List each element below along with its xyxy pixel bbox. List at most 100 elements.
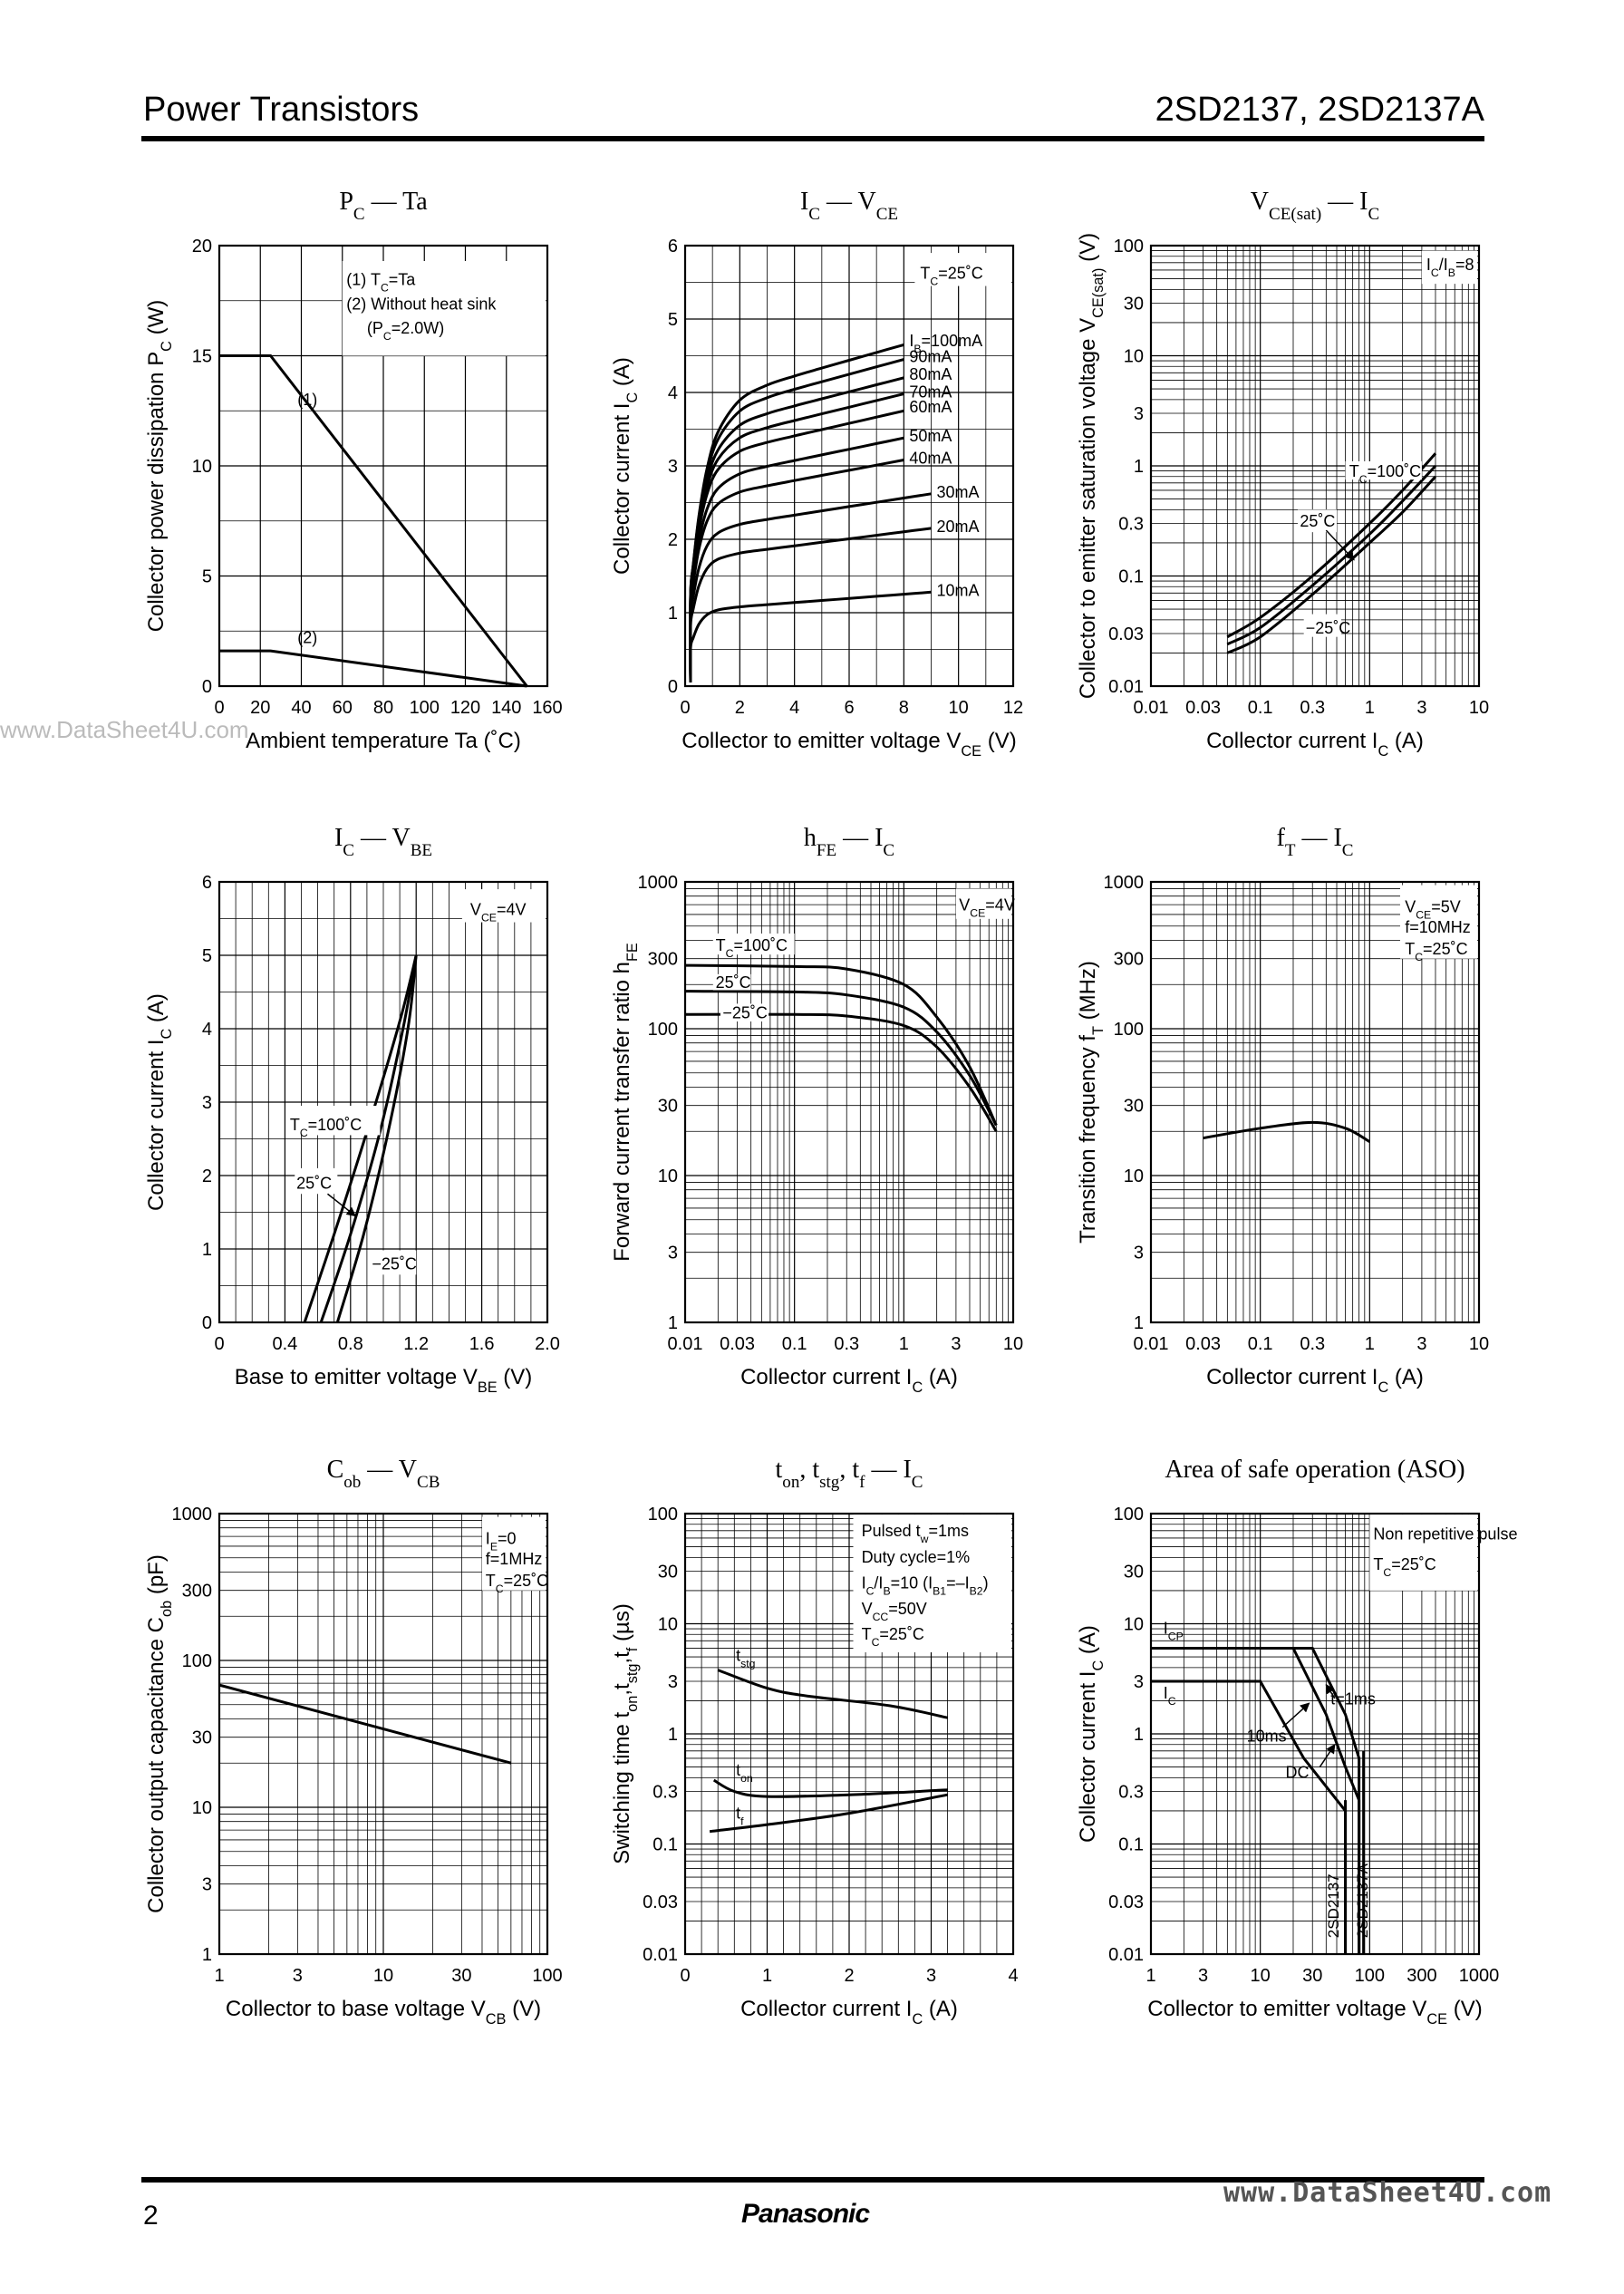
chart-title: Cob — VCB xyxy=(327,1456,440,1492)
x-tick-label: 100 xyxy=(532,1966,562,1986)
series-line-8 xyxy=(689,492,932,683)
series-label: 60mA xyxy=(909,398,952,416)
series-line-3 xyxy=(1151,1679,1348,1954)
x-tick-label: 100 xyxy=(410,698,440,718)
chart-panel-3: 0.01 0.03 0.1 0.3 1 3 10 0.01 0.03 0.1 0.3 1 3 10 30 10… xyxy=(1076,188,1489,760)
y-tick-label: 100 xyxy=(182,1651,212,1671)
series-line-2 xyxy=(689,358,904,683)
y-tick-label: 100 xyxy=(648,1505,678,1524)
series-label: 25˚C xyxy=(1300,512,1335,530)
y-tick-label: 1000 xyxy=(172,1505,213,1524)
y-tick-label: 100 xyxy=(1114,1505,1144,1524)
x-tick-label: 0.01 xyxy=(1134,1334,1169,1354)
y-axis-label: Transition frequency fT (MHz) xyxy=(1076,961,1107,1244)
label-arrow xyxy=(1281,1702,1310,1728)
series-line-2 xyxy=(219,649,527,688)
chart-title: ton, tstg, tf — IC xyxy=(776,1456,923,1492)
series-label: 25˚C xyxy=(296,1175,332,1193)
x-tick-label: 0.3 xyxy=(834,1334,859,1354)
y-tick-label: 2 xyxy=(668,530,678,550)
x-tick-label: 0 xyxy=(680,698,690,718)
header-title: Power Transistors xyxy=(143,91,420,129)
y-tick-label: 30 xyxy=(658,1563,678,1583)
y-tick-label: 10 xyxy=(1124,347,1144,367)
y-tick-label: 4 xyxy=(668,383,678,403)
legend-box xyxy=(853,1515,1011,1653)
label-bg xyxy=(1297,509,1338,533)
series-line-2 xyxy=(712,1778,948,1798)
annotation-text: IC/IB=8 xyxy=(1426,256,1474,279)
y-tick-label: 0.03 xyxy=(1108,1892,1144,1912)
x-tick-label: 140 xyxy=(491,698,521,718)
x-tick-label: 1 xyxy=(1365,698,1375,718)
x-axis-label: Collector current IC (A) xyxy=(1206,729,1424,760)
x-tick-label: 30 xyxy=(451,1966,471,1986)
y-tick-label: 0.1 xyxy=(652,1835,678,1855)
legend-box xyxy=(461,889,546,923)
annotation-text: IE=0 xyxy=(486,1530,517,1554)
annotation-text: VCE=4V xyxy=(470,900,527,924)
x-axis-label: Base to emitter voltage VBE (V) xyxy=(235,1365,533,1396)
series-line-2 xyxy=(319,954,418,1323)
plot-frame xyxy=(1149,880,1481,1324)
x-axis-label: Collector current IC (A) xyxy=(740,1997,958,2028)
y-tick-label: 30 xyxy=(1124,1563,1144,1583)
y-tick-label: 100 xyxy=(1114,237,1144,257)
y-tick-label: 5 xyxy=(202,946,212,966)
x-tick-label: 30 xyxy=(1302,1966,1322,1986)
y-tick-label: 0.1 xyxy=(1118,1835,1144,1855)
series-line-4 xyxy=(689,392,904,683)
y-tick-label: 10 xyxy=(658,1166,678,1186)
x-axis-label: Collector to emitter voltage VCE (V) xyxy=(682,729,1016,760)
y-tick-label: 30 xyxy=(658,1097,678,1117)
series-line-6 xyxy=(689,436,904,683)
chart-panel-6: 0.01 0.03 0.1 0.3 1 3 10 1 3 10 30 100 300 1000 fT — I… xyxy=(1076,824,1489,1396)
x-tick-label: 3 xyxy=(1416,698,1426,718)
series-label: 70mA xyxy=(909,383,952,402)
x-tick-label: 1.2 xyxy=(403,1334,429,1354)
y-tick-label: 5 xyxy=(202,567,212,587)
chart-panel-8: 0 1 2 3 4 0.01 0.03 0.1 0.3 1 3 10 30 100 ton, tstg, t… xyxy=(610,1456,1019,2028)
chart-title: IC — VBE xyxy=(334,824,432,860)
annotation-text: VCE=4V xyxy=(959,895,1015,919)
y-tick-label: 10 xyxy=(1124,1615,1144,1635)
y-tick-label: 10 xyxy=(1124,1166,1144,1186)
series-label: 30mA xyxy=(937,483,980,501)
series-line-1 xyxy=(218,1683,512,1765)
y-tick-label: 0 xyxy=(668,677,678,697)
y-tick-label: 0.1 xyxy=(1118,567,1144,587)
y-tick-label: 5 xyxy=(668,310,678,330)
x-tick-label: 12 xyxy=(1003,698,1023,718)
y-tick-label: 0 xyxy=(202,677,212,697)
x-tick-label: 0.4 xyxy=(272,1334,297,1354)
y-tick-label: 1 xyxy=(202,1240,212,1260)
y-tick-label: 0 xyxy=(202,1313,212,1333)
series-label: tf xyxy=(736,1805,744,1828)
x-tick-label: 0.3 xyxy=(1300,1334,1325,1354)
series-line-10 xyxy=(689,590,932,683)
annotation-text: Duty cycle=1% xyxy=(862,1548,971,1566)
y-axis-label: Collector current IC (A) xyxy=(1076,1625,1107,1843)
y-axis-label: Collector output capacitance Cob (pF) xyxy=(144,1554,175,1913)
x-tick-label: 0.3 xyxy=(1300,698,1325,718)
x-tick-label: 10 xyxy=(1469,1334,1489,1354)
plot-frame xyxy=(218,244,549,688)
annotation-text: TC=25˚C xyxy=(1405,940,1467,963)
y-tick-label: 3 xyxy=(1134,1244,1144,1263)
series-label: 40mA xyxy=(909,450,952,468)
x-tick-label: 0.03 xyxy=(1185,1334,1221,1354)
x-tick-label: 0 xyxy=(680,1966,690,1986)
x-tick-label: 60 xyxy=(333,698,353,718)
x-axis-label: Collector to emitter voltage VCE (V) xyxy=(1147,1997,1482,2028)
y-tick-label: 1000 xyxy=(1104,873,1145,893)
y-tick-label: 6 xyxy=(202,873,212,893)
y-tick-label: 100 xyxy=(1114,1020,1144,1040)
series-line-3 xyxy=(709,1793,948,1834)
header-part-number: 2SD2137, 2SD2137A xyxy=(1155,91,1484,129)
annotation-text: TC=25˚C xyxy=(862,1625,924,1649)
series-line-1 xyxy=(219,354,528,687)
plot-frame xyxy=(218,880,549,1324)
x-tick-label: 0.03 xyxy=(1185,698,1221,718)
annotation-text: TC=25˚C xyxy=(486,1572,548,1595)
y-tick-label: 0.3 xyxy=(1118,1783,1144,1803)
